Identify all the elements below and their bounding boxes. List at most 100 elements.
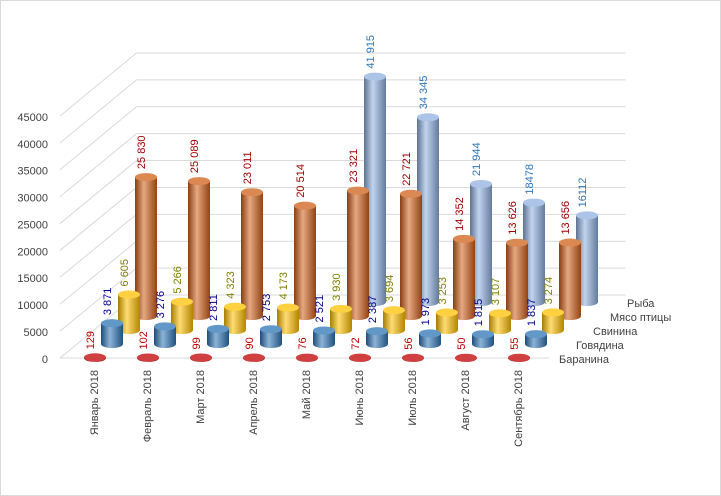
grid-line — [59, 160, 626, 224]
value-label: 3 871 — [102, 288, 114, 316]
x-tick-label: Январь 2018 — [89, 370, 101, 435]
value-label: 25 089 — [189, 139, 201, 173]
value-label: 3 694 — [384, 275, 396, 303]
y-tick-label: 35000 — [17, 166, 48, 178]
column — [313, 330, 335, 348]
column-top — [453, 234, 475, 243]
column — [400, 193, 422, 320]
column-top — [330, 304, 352, 313]
column-top — [419, 329, 441, 338]
value-label: 56 — [403, 337, 415, 349]
x-tick-label: Июль 2018 — [407, 370, 419, 426]
column — [542, 312, 564, 334]
column — [330, 308, 352, 334]
column — [294, 205, 316, 320]
value-label: 3 274 — [543, 277, 555, 305]
value-label: 90 — [244, 337, 256, 349]
column — [559, 242, 581, 320]
value-label: 1 837 — [526, 299, 538, 327]
value-label: 3 276 — [155, 291, 167, 319]
column-top — [294, 201, 316, 210]
value-label: 4 323 — [225, 271, 237, 299]
column-top — [135, 173, 157, 182]
value-label: 41 915 — [365, 35, 377, 69]
x-tick-label: Март 2018 — [195, 370, 207, 424]
value-label: 20 514 — [295, 164, 307, 198]
y-tick-label: 15000 — [17, 273, 48, 285]
column — [506, 242, 528, 320]
value-label: 23 011 — [242, 151, 254, 184]
value-label: 1 815 — [473, 299, 485, 327]
column — [277, 307, 299, 334]
column-top — [207, 324, 229, 333]
y-tick-label: 0 — [42, 354, 48, 366]
column — [366, 331, 388, 348]
column-top — [436, 308, 458, 317]
column-top — [417, 113, 439, 122]
x-tick-label: Февраль 2018 — [142, 370, 154, 442]
x-tick-label: Сентябрь 2018 — [513, 370, 525, 447]
value-label: 23 321 — [348, 149, 360, 183]
column-top — [84, 353, 106, 362]
value-label: 2 753 — [261, 294, 273, 322]
column-top — [542, 308, 564, 317]
grid-line — [59, 133, 626, 198]
legend-label: Говядина — [576, 340, 625, 352]
column-top — [508, 353, 530, 362]
value-label: 13 626 — [507, 201, 519, 235]
column-top — [525, 330, 547, 339]
value-label: 3 253 — [437, 277, 449, 305]
column — [364, 76, 386, 306]
column-top — [383, 306, 405, 315]
grid-line — [59, 52, 626, 117]
y-tick-label: 40000 — [17, 139, 48, 151]
value-label: 25 830 — [136, 135, 148, 169]
column — [417, 117, 439, 306]
column-top — [296, 353, 318, 362]
x-tick-label: Август 2018 — [460, 370, 472, 431]
column-top — [243, 353, 265, 362]
value-label: 99 — [191, 337, 203, 349]
column — [576, 215, 598, 306]
value-label: 2 521 — [314, 295, 326, 323]
column-top — [260, 325, 282, 334]
y-tick-label: 30000 — [17, 193, 48, 205]
value-label: 129 — [85, 331, 97, 349]
column — [383, 310, 405, 334]
column-top — [559, 238, 581, 247]
value-label: 22 721 — [401, 152, 413, 186]
column-top — [154, 322, 176, 331]
legend-label: Баранина — [559, 354, 610, 366]
column-top — [118, 290, 140, 299]
column — [523, 202, 545, 306]
column-top — [470, 179, 492, 188]
value-label: 18478 — [524, 164, 536, 195]
column-top — [277, 303, 299, 312]
column — [525, 334, 547, 348]
column — [347, 190, 369, 320]
column-top — [349, 353, 371, 362]
column-top — [402, 353, 424, 362]
value-label: 55 — [509, 337, 521, 349]
column — [436, 312, 458, 334]
value-label: 13 656 — [560, 201, 572, 235]
x-tick-label: Май 2018 — [301, 370, 313, 419]
column-top — [224, 302, 246, 311]
column-top — [171, 297, 193, 306]
value-label: 2 387 — [367, 296, 379, 324]
value-label: 21 944 — [471, 142, 483, 176]
column — [241, 192, 263, 320]
column-top — [190, 353, 212, 362]
column-top — [313, 326, 335, 335]
column — [419, 333, 441, 348]
value-label: 6 605 — [119, 259, 131, 287]
column — [154, 326, 176, 348]
value-label: 4 173 — [278, 272, 290, 300]
value-label: 14 352 — [454, 197, 466, 231]
column-top — [506, 238, 528, 247]
y-tick-label: 25000 — [17, 219, 48, 231]
column-top — [347, 186, 369, 195]
column — [171, 301, 193, 334]
column — [135, 177, 157, 320]
value-label: 16112 — [577, 178, 589, 208]
